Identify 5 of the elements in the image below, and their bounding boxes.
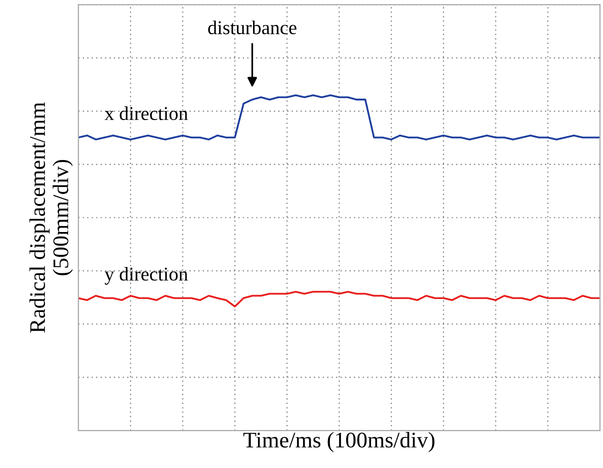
text: disturbance xyxy=(208,20,296,34)
x-axis-title: Time/ms (100ms/div) xyxy=(243,432,434,452)
series-label: x direction xyxy=(104,106,188,120)
y-axis-title: Radical displacement/mm (500mm/div) xyxy=(29,102,73,333)
series-label: y direction xyxy=(104,267,188,285)
